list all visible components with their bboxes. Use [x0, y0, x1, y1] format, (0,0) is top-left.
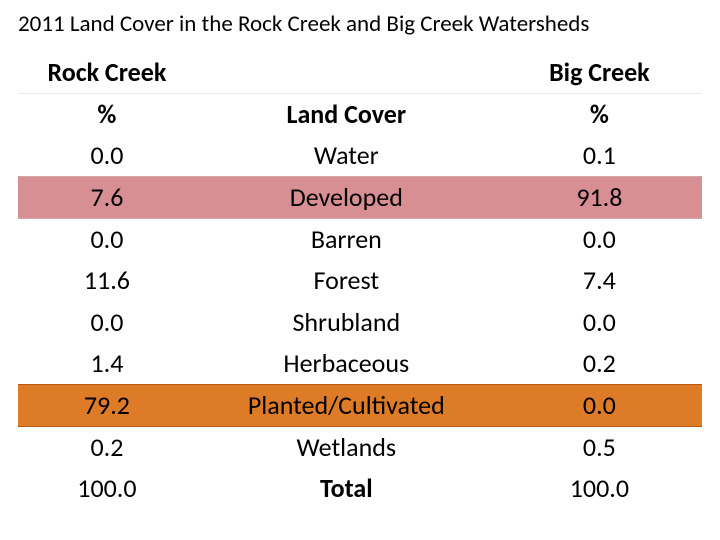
cell-rock: 1.4	[18, 343, 196, 385]
cell-big: 0.0	[497, 384, 702, 426]
table-row: 0.0Barren0.0	[18, 219, 702, 261]
landcover-table: Rock Creek Big Creek % Land Cover % 0.0W…	[18, 52, 702, 509]
cell-rock: 79.2	[18, 384, 196, 426]
cell-big: 0.1	[497, 135, 702, 177]
hdr-rock-pct: %	[18, 94, 196, 136]
cell-big: 0.2	[497, 343, 702, 385]
total-row: 100.0 Total 100.0	[18, 468, 702, 509]
table-row: 11.6Forest7.4	[18, 260, 702, 301]
total-rock: 100.0	[18, 468, 196, 509]
hdr-rock: Rock Creek	[18, 52, 196, 94]
total-big: 100.0	[497, 468, 702, 509]
cell-label: Wetlands	[196, 426, 497, 468]
table-row: 7.6Developed91.8	[18, 177, 702, 219]
cell-label: Barren	[196, 219, 497, 261]
cell-big: 0.0	[497, 302, 702, 343]
cell-label: Water	[196, 135, 497, 177]
table-row: 0.0Shrubland0.0	[18, 302, 702, 343]
cell-big: 7.4	[497, 260, 702, 301]
hdr-big-pct: %	[497, 94, 702, 136]
cell-rock: 0.0	[18, 135, 196, 177]
page-title: 2011 Land Cover in the Rock Creek and Bi…	[18, 10, 702, 38]
cell-label: Forest	[196, 260, 497, 301]
hdr-big: Big Creek	[497, 52, 702, 94]
data-rows: 0.0Water0.17.6Developed91.80.0Barren0.01…	[18, 135, 702, 468]
cell-rock: 11.6	[18, 260, 196, 301]
cell-big: 0.0	[497, 219, 702, 261]
header-row-2: % Land Cover %	[18, 94, 702, 136]
header-row-1: Rock Creek Big Creek	[18, 52, 702, 94]
table-row: 0.2Wetlands0.5	[18, 426, 702, 468]
cell-big: 0.5	[497, 426, 702, 468]
cell-big: 91.8	[497, 177, 702, 219]
table-row: 1.4Herbaceous0.2	[18, 343, 702, 385]
cell-label: Planted/Cultivated	[196, 384, 497, 426]
cell-label: Shrubland	[196, 302, 497, 343]
cell-rock: 0.2	[18, 426, 196, 468]
cell-rock: 0.0	[18, 219, 196, 261]
cell-label: Developed	[196, 177, 497, 219]
hdr-landcover: Land Cover	[196, 94, 497, 136]
cell-rock: 7.6	[18, 177, 196, 219]
total-label: Total	[196, 468, 497, 509]
cell-label: Herbaceous	[196, 343, 497, 385]
page-container: 2011 Land Cover in the Rock Creek and Bi…	[0, 0, 720, 519]
table-row: 79.2Planted/Cultivated0.0	[18, 384, 702, 426]
cell-rock: 0.0	[18, 302, 196, 343]
table-row: 0.0Water0.1	[18, 135, 702, 177]
hdr-blank	[196, 52, 497, 94]
